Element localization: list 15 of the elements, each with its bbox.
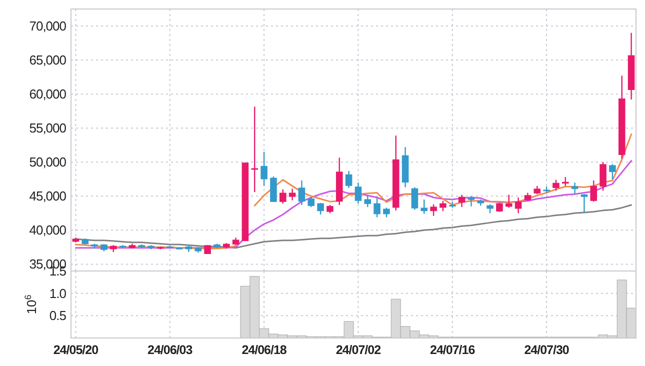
x-tick-label: 24/06/03 xyxy=(148,343,193,357)
x-tick-label: 24/07/02 xyxy=(336,343,382,357)
y-tick-label: 45,000 xyxy=(29,188,66,204)
y-tick-label: 0.5 xyxy=(49,308,66,324)
y-tick-label: 60,000 xyxy=(29,86,66,102)
y-tick-label: 55,000 xyxy=(29,120,66,136)
y-tick-label: 40,000 xyxy=(29,222,66,238)
y-tick-label: 70,000 xyxy=(29,18,66,34)
y-tick-label: 1.0 xyxy=(49,286,66,301)
x-tick-label: 24/05/20 xyxy=(53,343,99,357)
x-tick-label: 24/06/18 xyxy=(242,343,287,357)
x-tick-label: 24/07/16 xyxy=(430,343,476,357)
x-tick-label: 24/07/30 xyxy=(524,343,570,357)
y-tick-label: 50,000 xyxy=(29,154,66,170)
y-tick-label: 65,000 xyxy=(29,52,66,68)
